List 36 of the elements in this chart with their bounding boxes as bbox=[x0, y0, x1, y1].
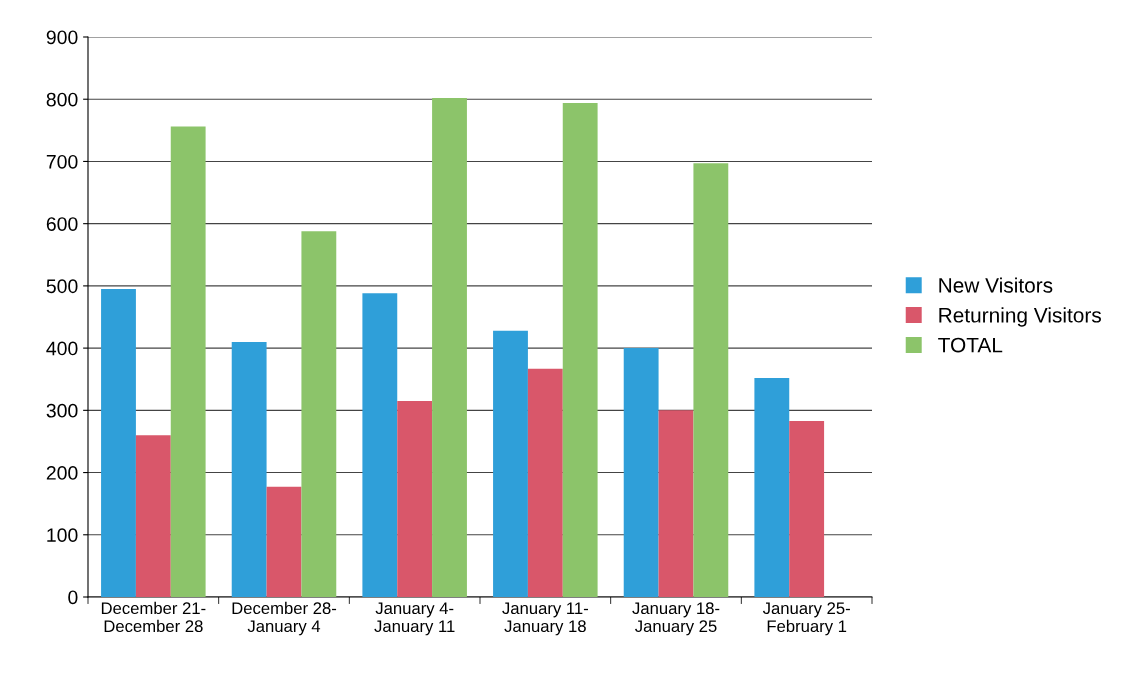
y-tick-label: 500 bbox=[46, 279, 78, 294]
bar bbox=[658, 410, 694, 597]
bar bbox=[170, 126, 206, 597]
x-tick-label: January 25- February 1 bbox=[762, 602, 850, 636]
x-tick-label: December 21- December 28 bbox=[101, 601, 206, 633]
x-tick-label: January 11- January 18 bbox=[502, 602, 588, 636]
bar bbox=[562, 102, 598, 597]
y-tick-label: 400 bbox=[46, 341, 78, 356]
y-tick-label: 200 bbox=[46, 466, 78, 480]
legend-label: TOTAL bbox=[938, 337, 1003, 353]
y-tick-label: 700 bbox=[46, 154, 78, 169]
bar bbox=[789, 420, 825, 597]
legend-label: Returning Visitors bbox=[939, 307, 1101, 327]
bar bbox=[231, 341, 267, 597]
bar bbox=[135, 435, 171, 597]
bar bbox=[493, 330, 528, 597]
bar bbox=[527, 368, 563, 597]
y-tick-label: 100 bbox=[47, 528, 78, 543]
bar bbox=[623, 348, 659, 597]
x-tick-label: December 28- January 4 bbox=[232, 601, 337, 636]
y-tick-label: 900 bbox=[46, 30, 78, 45]
y-tick-label: 800 bbox=[46, 92, 78, 107]
y-tick-label: 300 bbox=[46, 403, 78, 418]
bar bbox=[693, 163, 729, 597]
bar bbox=[754, 377, 790, 597]
bar bbox=[266, 486, 302, 597]
bar bbox=[397, 401, 433, 597]
bar bbox=[301, 231, 337, 597]
bar bbox=[101, 289, 136, 597]
y-tick-label: 600 bbox=[46, 217, 78, 231]
x-tick-label: January 4- January 11 bbox=[374, 602, 455, 636]
bar bbox=[362, 293, 398, 597]
legend-label: New Visitors bbox=[939, 277, 1053, 293]
y-tick-label: 0 bbox=[68, 590, 78, 605]
x-tick-label: January 18- January 25 bbox=[632, 602, 720, 636]
bar bbox=[432, 97, 467, 597]
